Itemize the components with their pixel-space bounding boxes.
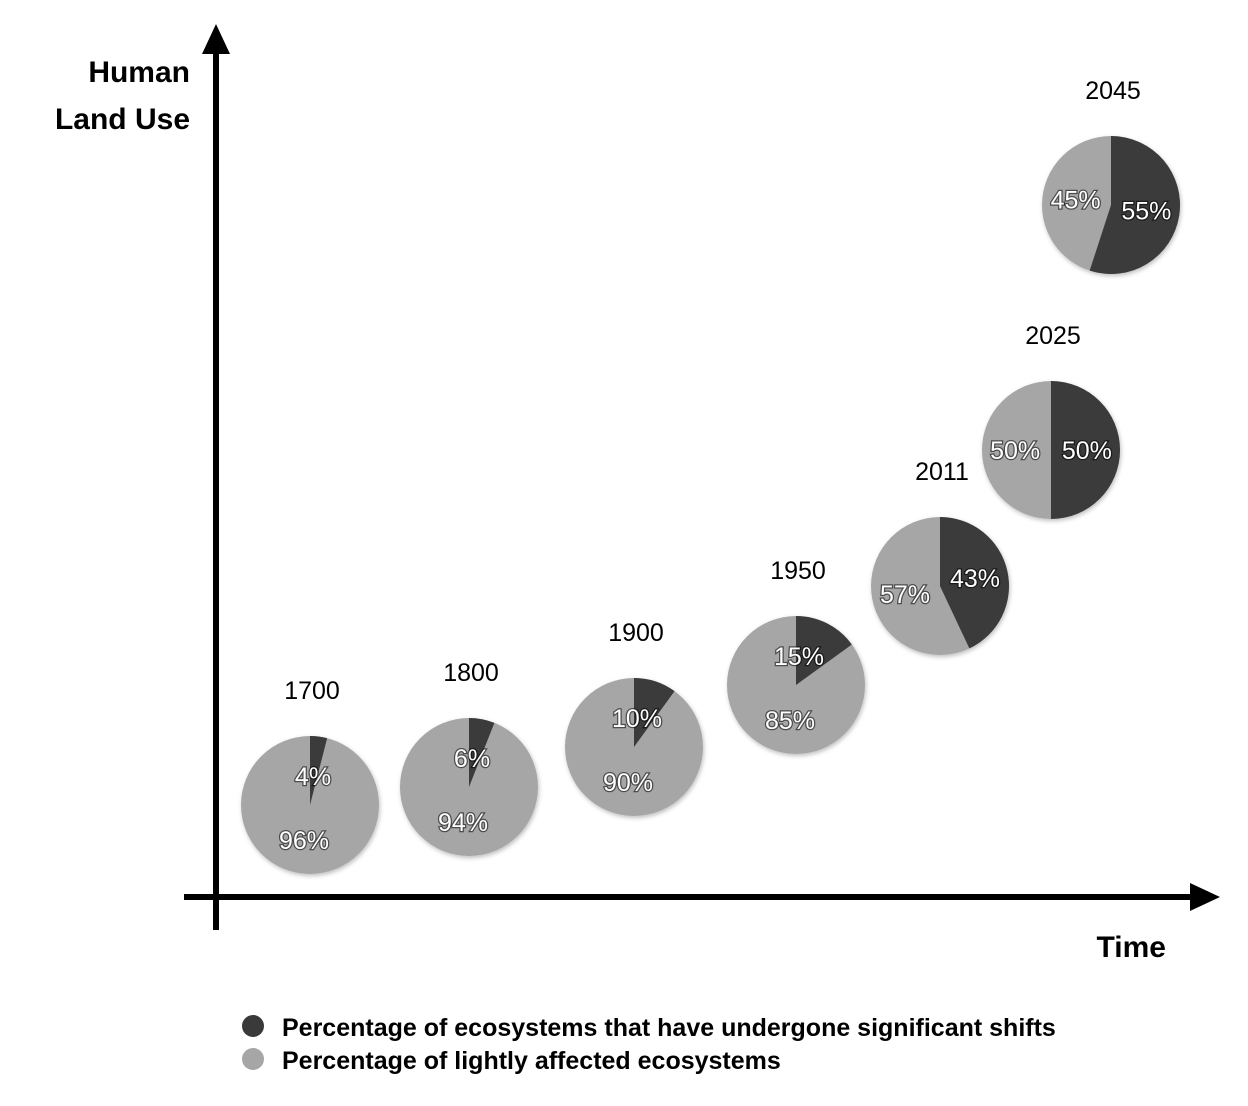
data-label-light: 45% (1051, 186, 1101, 214)
pie-labels-2011: 2011 43% 57% (879, 458, 1002, 610)
legend: Percentage of ecosystems that have under… (242, 1014, 1056, 1075)
year-label: 2011 (915, 458, 969, 486)
pie-slice-significant (1089, 136, 1181, 274)
pie-slice-significant (1051, 381, 1120, 519)
data-label-light: 94% (438, 809, 488, 837)
pie-labels-1800: 1800 6% 94% (437, 659, 499, 838)
data-label-significant: 55% (1121, 198, 1171, 226)
axes (184, 24, 1220, 930)
year-label: 2025 (1025, 322, 1081, 350)
y-axis-arrow (202, 24, 230, 54)
y-axis-title-line-2: Land Use (55, 103, 190, 136)
data-label-significant: 50% (1062, 437, 1112, 465)
pie-group (241, 136, 1181, 874)
pie-2011 (871, 517, 1009, 655)
x-axis-title: Time (1097, 931, 1166, 964)
pie-1800 (400, 718, 538, 856)
data-label-light: 90% (603, 769, 653, 797)
year-label: 1800 (443, 659, 499, 687)
pie-1950 (727, 616, 865, 754)
x-axis-arrow (1190, 883, 1220, 911)
legend-label-light: Percentage of lightly affected ecosystem… (282, 1047, 781, 1075)
pie-labels-1950: 1950 15% 85% (764, 557, 826, 736)
pie-slice-significant (796, 616, 852, 685)
pie-labels-1900: 1900 10% 90% (602, 619, 664, 798)
year-label: 2045 (1085, 77, 1141, 105)
legend-swatch-light (242, 1048, 264, 1070)
pie-1900 (565, 678, 703, 816)
year-label: 1950 (770, 557, 826, 585)
legend-label-significant: Percentage of ecosystems that have under… (282, 1014, 1056, 1042)
y-axis-title-line-1: Human (88, 56, 190, 89)
data-label-light: 85% (765, 707, 815, 735)
pie-2025 (982, 381, 1120, 519)
pie-slice-significant (469, 718, 495, 787)
pie-labels-2025: 2025 50% 50% (989, 322, 1113, 466)
data-label-significant: 15% (774, 643, 824, 671)
pie-2045 (1042, 136, 1181, 274)
year-label: 1700 (284, 677, 340, 705)
pie-slice-significant (310, 736, 328, 805)
data-label-light: 57% (880, 581, 930, 609)
data-label-light: 96% (279, 827, 329, 855)
pie-slice-significant (940, 517, 1009, 649)
data-label-significant: 10% (612, 705, 662, 733)
pie-labels-2045: 2045 55% 45% (1049, 77, 1172, 227)
legend-swatch-significant (242, 1015, 264, 1037)
pie-slice-significant (634, 678, 675, 747)
pie-1700 (241, 736, 379, 874)
pie-labels-1700: 1700 4% 96% (278, 677, 340, 856)
year-label: 1900 (608, 619, 664, 647)
data-label-significant: 4% (295, 763, 331, 791)
data-label-significant: 6% (454, 745, 490, 773)
data-label-significant: 43% (950, 565, 1000, 593)
data-label-light: 50% (990, 437, 1040, 465)
